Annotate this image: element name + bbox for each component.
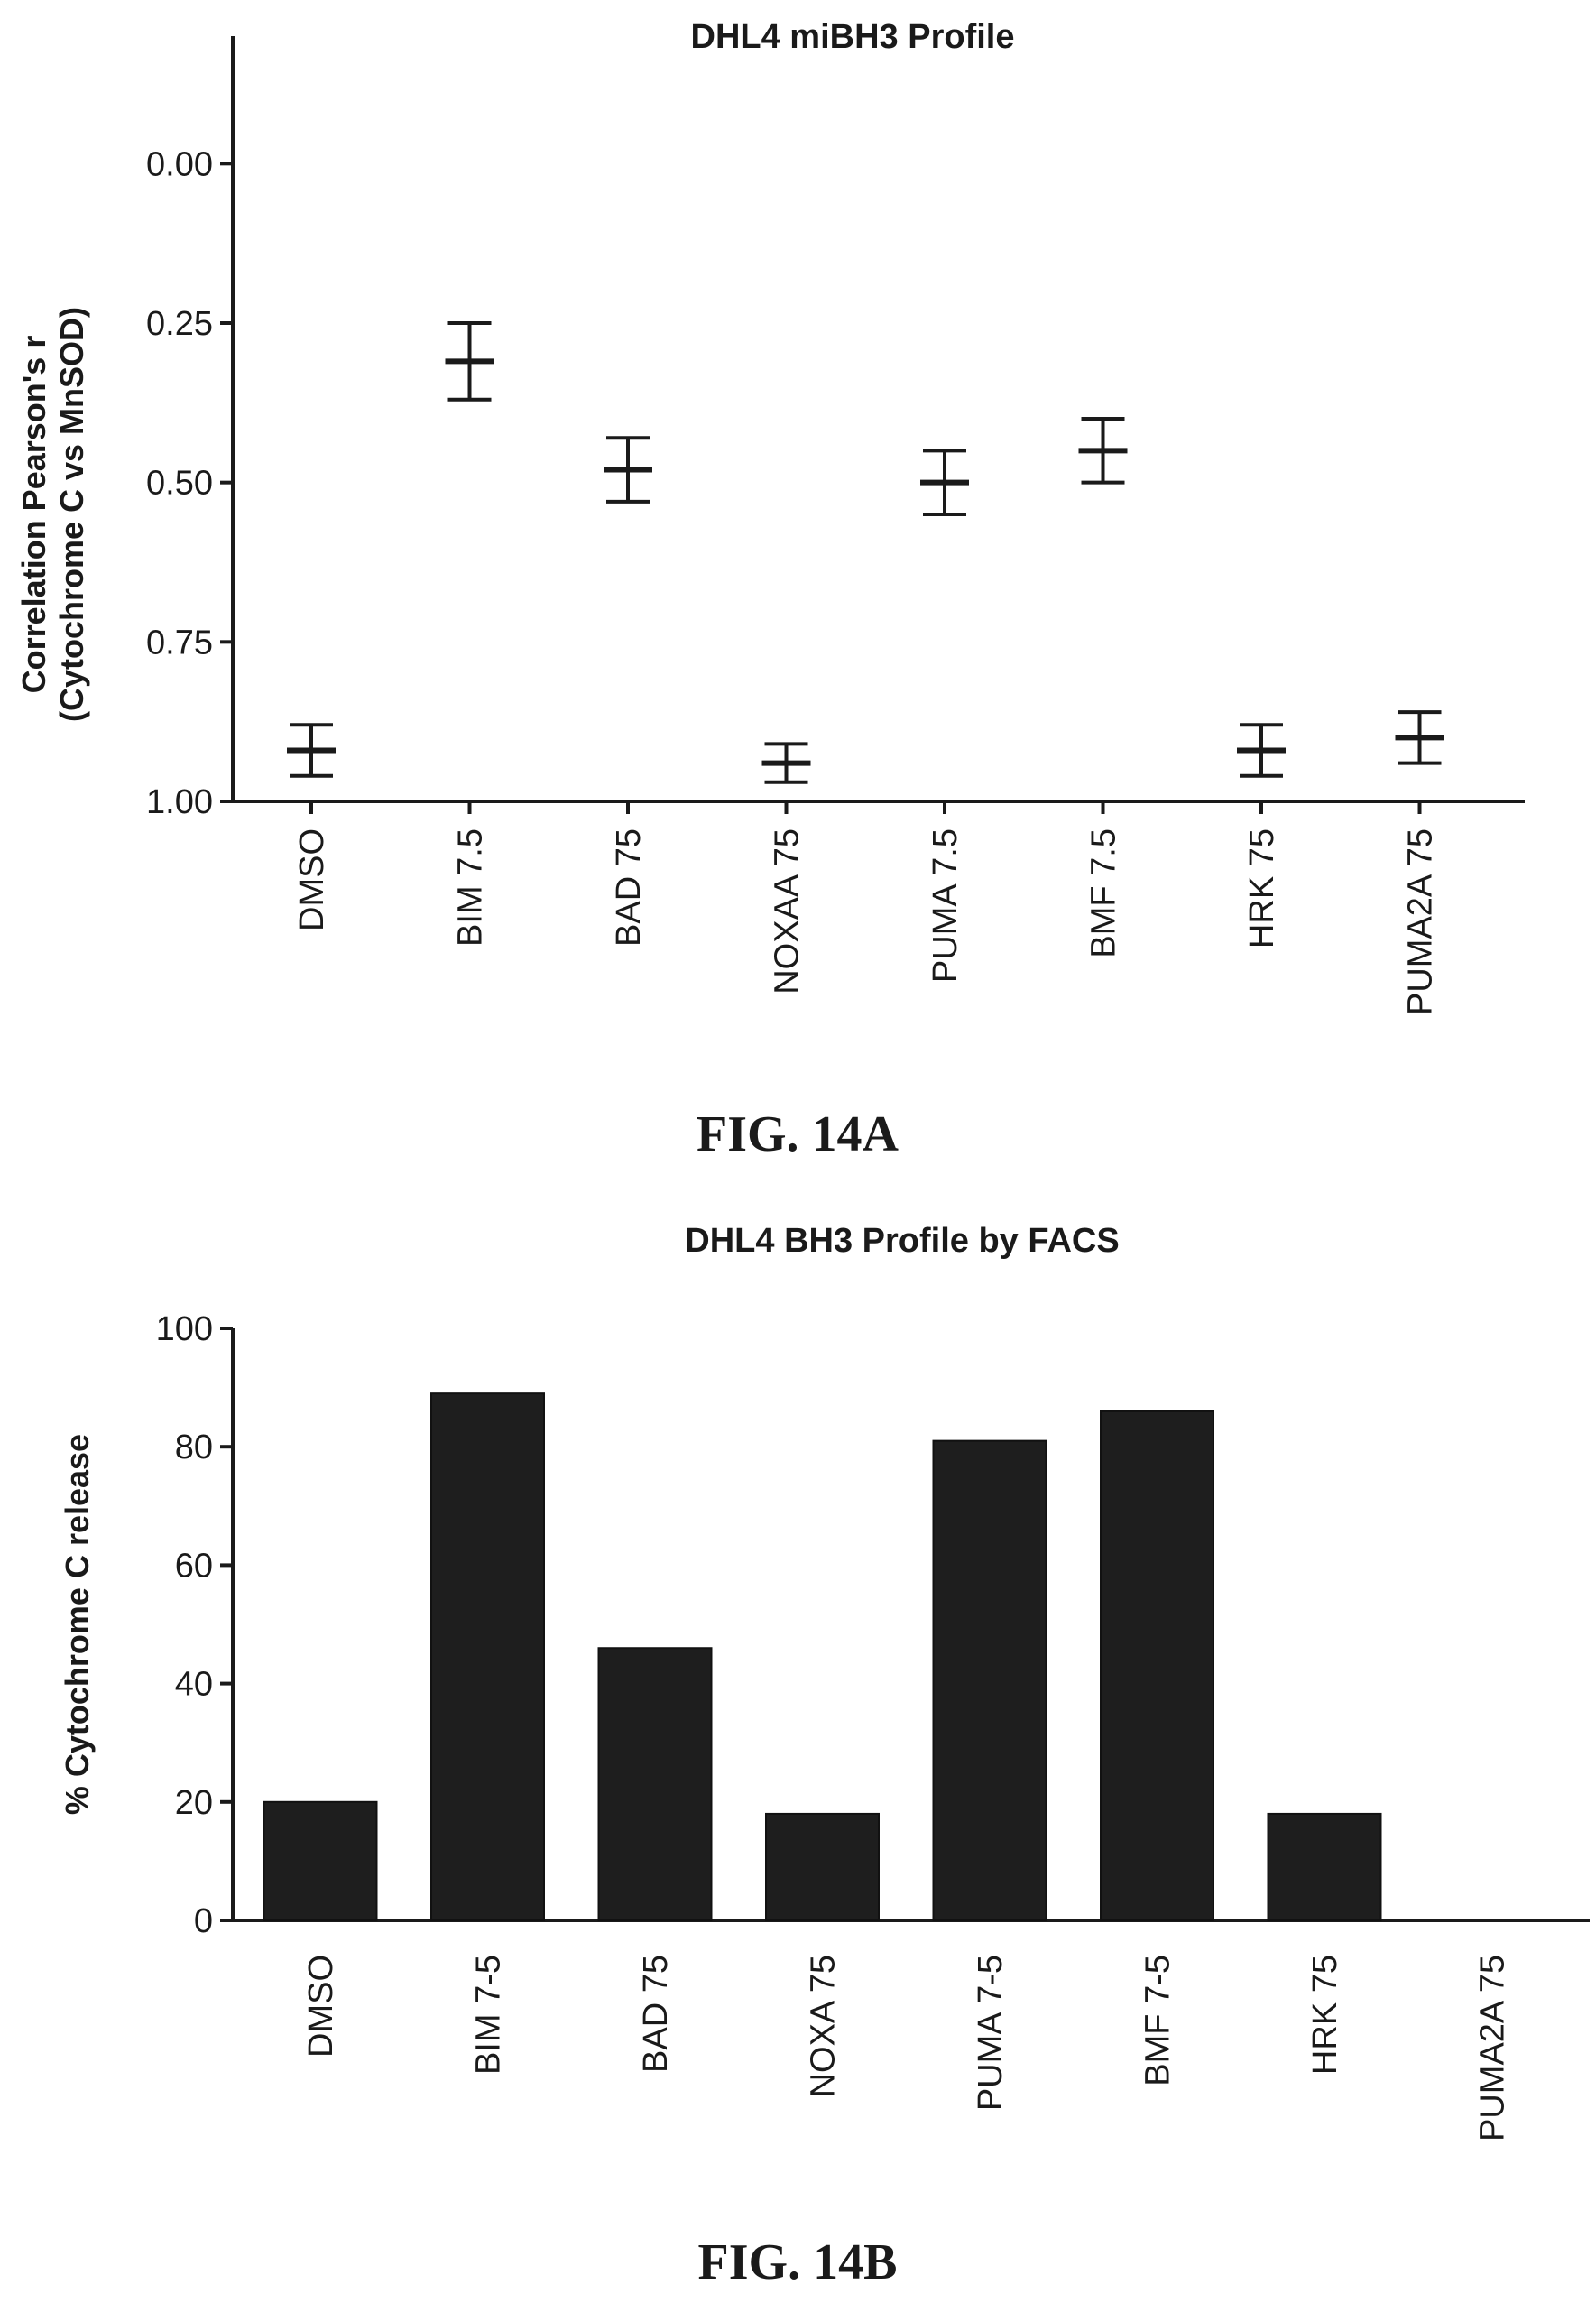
chart-14a-point-6 bbox=[1237, 723, 1286, 778]
chart-14b-bar-1 bbox=[430, 1392, 545, 1922]
chart-14a-y-ticks: 0.00 0.25 0.50 0.75 1.00 bbox=[146, 145, 233, 821]
chart-14b-bar-3 bbox=[765, 1812, 880, 1922]
chart-14a-point-2 bbox=[604, 436, 652, 504]
chart-14b-y-ticks: 0 20 40 60 80 100 bbox=[156, 1310, 233, 1940]
chart-14a-y-tick-label: 1.00 bbox=[146, 783, 213, 821]
chart-14b-y-tick-label: 100 bbox=[156, 1310, 213, 1348]
chart-14b-x-tick-label: BAD 75 bbox=[637, 1955, 675, 2073]
chart-14a-point-0 bbox=[287, 723, 336, 778]
chart-14b-bar-6 bbox=[1267, 1812, 1382, 1922]
chart-14a-x-tick-labels: DMSO BIM 7.5 BAD 75 NOXAA 75 PUMA 7.5 BMF 7.5… bbox=[293, 801, 1440, 1015]
chart-14b-bar-2 bbox=[597, 1647, 713, 1921]
chart-14b-x-tick-label: DMSO bbox=[302, 1955, 340, 2058]
chart-14b-x-tick-label: NOXA 75 bbox=[805, 1955, 843, 2097]
chart-14a: DHL4 miBH3 Profile Correlation Pearson's… bbox=[15, 18, 1525, 1162]
chart-14b-caption: FIG. 14B bbox=[698, 2234, 898, 2290]
chart-14a-y-tick-label: 0.25 bbox=[146, 305, 213, 343]
chart-14b-bar-4 bbox=[932, 1439, 1047, 1921]
chart-14b-y-tick-label: 60 bbox=[175, 1547, 213, 1585]
chart-14a-y-axis-label-line-2: (Cytochrome C vs MnSOD) bbox=[53, 307, 90, 722]
chart-14a-x-tick-label: BAD 75 bbox=[610, 828, 648, 947]
chart-14b-y-tick-label: 20 bbox=[175, 1784, 213, 1822]
chart-14a-y-tick-label: 0.00 bbox=[146, 145, 213, 183]
chart-14b-x-tick-label: PUMA 7-5 bbox=[972, 1955, 1010, 2111]
chart-14b-x-tick-label: PUMA2A 75 bbox=[1474, 1955, 1512, 2141]
chart-14b-y-tick-label: 80 bbox=[175, 1429, 213, 1466]
chart-14a-x-tick-label: NOXAA 75 bbox=[769, 828, 807, 994]
chart-14b-bar-5 bbox=[1100, 1410, 1214, 1921]
chart-14b-x-tick-label: HRK 75 bbox=[1306, 1955, 1344, 2075]
chart-14a-point-5 bbox=[1078, 417, 1128, 485]
chart-14a-x-tick-label: DMSO bbox=[293, 828, 331, 931]
chart-14a-title: DHL4 miBH3 Profile bbox=[691, 18, 1015, 56]
chart-14a-y-axis-label-line-1: Correlation Pearson's r bbox=[15, 336, 52, 694]
chart-14b-title: DHL4 BH3 Profile by FACS bbox=[685, 1222, 1119, 1260]
chart-14a-x-tick-label: BMF 7.5 bbox=[1085, 828, 1123, 958]
chart-14a-x-tick-label: PUMA2A 75 bbox=[1402, 828, 1440, 1015]
chart-14b-bars bbox=[263, 1392, 1382, 1922]
chart-14b-bar-0 bbox=[263, 1800, 378, 1922]
chart-14b: DHL4 BH3 Profile by FACS % Cytochrome C … bbox=[59, 1222, 1590, 2290]
chart-14a-point-3 bbox=[761, 742, 811, 784]
chart-14a-marks bbox=[287, 321, 1444, 784]
chart-14a-point-4 bbox=[920, 449, 969, 516]
chart-14b-x-tick-label: BIM 7-5 bbox=[470, 1955, 508, 2075]
chart-14a-y-tick-label: 0.75 bbox=[146, 624, 213, 661]
chart-14a-x-tick-label: PUMA 7.5 bbox=[927, 828, 964, 983]
chart-14b-y-tick-label: 0 bbox=[194, 1902, 213, 1940]
chart-14b-x-tick-labels: DMSO BIM 7-5 BAD 75 NOXA 75 PUMA 7-5 BMF 7-5 H… bbox=[302, 1955, 1512, 2141]
chart-14a-point-7 bbox=[1395, 710, 1444, 765]
chart-14b-x-tick-label: BMF 7-5 bbox=[1139, 1955, 1177, 2086]
chart-14a-y-axis-label: Correlation Pearson's r (Cytochrome C vs… bbox=[15, 307, 90, 722]
chart-14a-point-1 bbox=[445, 321, 494, 402]
chart-14b-y-tick-label: 40 bbox=[175, 1666, 213, 1704]
chart-14a-x-tick-label: HRK 75 bbox=[1243, 828, 1281, 948]
chart-14a-y-tick-label: 0.50 bbox=[146, 465, 213, 503]
chart-14a-x-tick-label: BIM 7.5 bbox=[452, 828, 490, 947]
chart-14a-caption: FIG. 14A bbox=[697, 1106, 899, 1162]
chart-14b-y-axis-label: % Cytochrome C release bbox=[59, 1434, 96, 1815]
